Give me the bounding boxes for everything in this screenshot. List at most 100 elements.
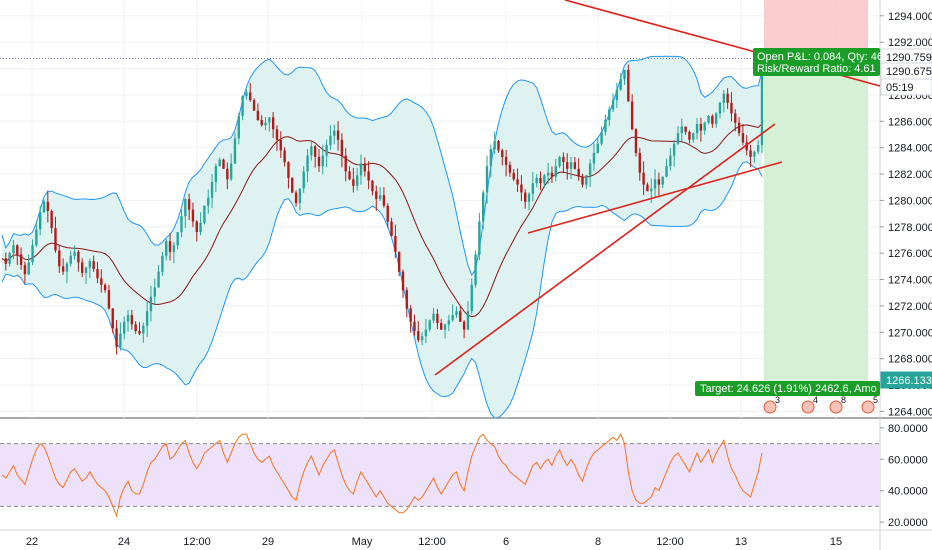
time-tick-label: 12:00 [183, 536, 211, 548]
candle-body [638, 152, 641, 173]
candle-body [268, 117, 271, 123]
price-tag-label: 1266.133 [886, 375, 932, 387]
candle-body [634, 129, 638, 153]
candle-body [176, 232, 179, 246]
upper-band [1, 55, 763, 277]
candle-body [237, 116, 240, 139]
candle-body [107, 290, 111, 309]
candle-body [546, 172, 550, 176]
candle-body [420, 336, 424, 341]
candle-body [711, 116, 714, 124]
candle-body [226, 168, 229, 180]
time-tick-label: 13 [735, 536, 747, 548]
candle-body [581, 176, 584, 185]
candle-body [535, 178, 538, 184]
price-tag-label: 1290.759 [886, 52, 932, 64]
candle-body [195, 221, 198, 233]
candle-body [730, 102, 733, 114]
candle-body [42, 201, 46, 213]
candle-body [38, 212, 42, 230]
candle-body [260, 119, 263, 126]
candle-body [333, 130, 336, 136]
candle-body [619, 79, 622, 90]
candle-body [149, 296, 153, 312]
candle-body [504, 156, 508, 165]
candle-body [229, 163, 233, 180]
candle-body [256, 110, 260, 120]
candle-body [600, 131, 603, 144]
candle-body [203, 205, 206, 223]
candle-body [623, 69, 626, 80]
event-markers[interactable]: 3 4 8 5 [763, 395, 878, 414]
candle-body [569, 162, 573, 169]
candle-body [130, 315, 134, 325]
candle-body [627, 69, 630, 102]
candle-body [615, 89, 619, 101]
candle-body [184, 199, 187, 217]
candle-body [714, 113, 718, 124]
price-tag-box [880, 371, 932, 389]
candle-body [157, 271, 160, 288]
candle-body [264, 122, 267, 126]
candle-body [386, 205, 389, 222]
candle-body [459, 311, 462, 322]
candle-body [4, 258, 8, 264]
candle-body [573, 162, 577, 169]
candle-body [16, 245, 19, 255]
lower-band [1, 161, 763, 419]
candle-body [451, 315, 454, 321]
candle-body [271, 117, 275, 130]
candle-body [642, 172, 645, 185]
time-tick-label: 12:00 [418, 536, 446, 548]
candle-body [27, 262, 30, 275]
candle-body [554, 166, 557, 177]
event-marker-count: 5 [873, 395, 878, 405]
candle-body [191, 209, 195, 222]
candle-body [676, 133, 680, 144]
candle-body [165, 241, 168, 256]
candle-body [317, 156, 321, 167]
candle-body [653, 179, 657, 189]
candle-body [672, 143, 676, 156]
candle-body [279, 139, 282, 151]
candle-body [424, 329, 428, 337]
candle-body [329, 135, 332, 146]
position-label-box [753, 48, 880, 76]
candle-body [753, 151, 756, 157]
candle-body [718, 102, 722, 114]
target-zone [764, 58, 868, 384]
candle-body [153, 287, 156, 297]
position-tool[interactable] [0, 0, 880, 384]
candle-body [562, 156, 565, 163]
candle-body [470, 284, 473, 312]
price-tick-label: 1272.000 [888, 301, 932, 313]
candle-body [249, 92, 252, 101]
candle-body [543, 175, 546, 184]
candle-body [81, 262, 84, 273]
candle-body [684, 126, 687, 132]
open-pl-text: Open P&L: 0.084, Qty: 46 [757, 51, 883, 63]
candle-body [88, 261, 92, 268]
rsi-tick-label: 20.0000 [888, 517, 928, 529]
candle-body [187, 199, 191, 210]
candle-body [669, 155, 672, 167]
candle-body [436, 313, 439, 324]
price-tick-label: 1268.000 [888, 354, 932, 366]
price-tick-label: 1270.000 [888, 327, 932, 339]
price-axis[interactable]: 1264.0001266.0001268.0001270.0001272.000… [880, 11, 932, 529]
candle-body [325, 145, 328, 156]
candle-body [443, 324, 447, 330]
candle-body [577, 168, 580, 177]
candle-body [119, 333, 122, 347]
rsi-tick-label: 60.0000 [888, 454, 928, 466]
candle-body [359, 163, 363, 176]
price-tag-label: 05:19 [886, 82, 914, 94]
candle-body [123, 321, 126, 334]
candlesticks [4, 50, 764, 355]
candle-body [103, 284, 107, 291]
time-axis[interactable]: 22 24 12:00 29 May 12:00 6 8 12:00 13 15 [26, 536, 842, 548]
candle-body [69, 255, 72, 264]
candle-body [756, 145, 760, 152]
candle-body [61, 266, 65, 272]
